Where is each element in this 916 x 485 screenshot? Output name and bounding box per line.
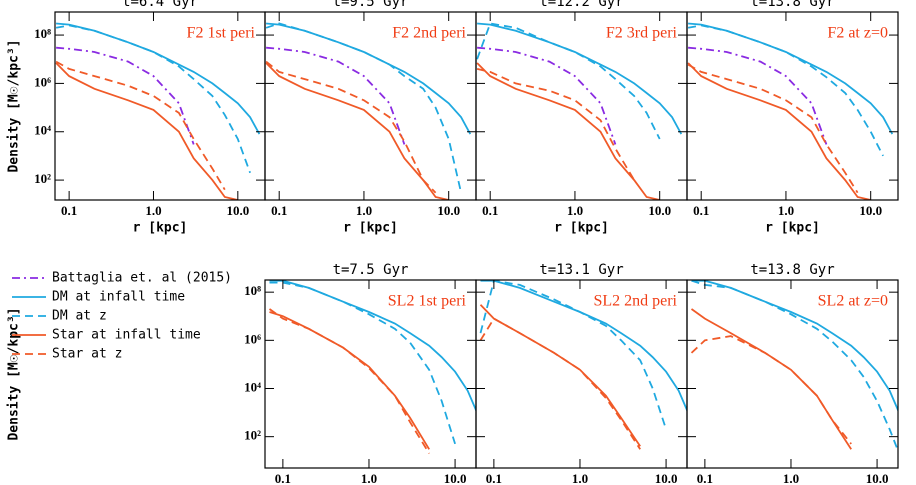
series-line	[691, 280, 898, 454]
x-axis-label: r [kpc]	[554, 221, 609, 236]
y-tick-label: 10⁴	[34, 123, 51, 138]
x-tick-label: 0.1	[486, 471, 502, 485]
annotation: SL2 1st peri	[388, 293, 467, 310]
series-line	[476, 62, 660, 200]
legend-label: DM at z	[52, 309, 107, 324]
y-tick-label: 10⁶	[244, 331, 261, 346]
series-line	[479, 280, 667, 430]
x-tick-label: 10.0	[655, 471, 678, 485]
x-tick-label: 0.1	[275, 471, 291, 485]
panel-title: t=13.1 Gyr	[539, 262, 623, 278]
panel-title: t=12.2 Gyr	[539, 0, 623, 10]
y-tick-label: 10⁴	[244, 379, 261, 394]
x-tick-label: 1.0	[567, 203, 583, 218]
x-axis-label: r [kpc]	[133, 221, 188, 236]
plot-area	[690, 280, 898, 454]
series-line	[687, 62, 871, 200]
series-line	[265, 22, 462, 193]
series-line	[688, 22, 894, 135]
series-line	[690, 335, 852, 445]
series-line	[477, 46, 617, 145]
x-axis-label: r [kpc]	[765, 221, 820, 236]
annotation: SL2 2nd peri	[593, 293, 677, 310]
plot-area	[476, 22, 683, 200]
series-line	[476, 68, 635, 181]
panel-frame	[686, 11, 899, 201]
x-tick-label: 1.0	[361, 471, 377, 485]
series-line	[269, 311, 430, 450]
legend-label: Battaglia et. al (2015)	[52, 271, 232, 286]
annotation: F2 3rd peri	[606, 25, 678, 42]
annotation: SL2 at z=0	[818, 293, 888, 310]
series-line	[265, 60, 437, 194]
x-tick-label: 1.0	[783, 471, 799, 485]
plot-area	[265, 22, 472, 200]
series-line	[269, 280, 476, 413]
x-tick-label: 10.0	[437, 203, 460, 218]
series-line	[266, 46, 406, 145]
series-line	[56, 46, 195, 145]
plot-area	[687, 22, 894, 200]
series-line	[56, 22, 261, 135]
y-tick-label: 10²	[244, 428, 261, 443]
series-line	[477, 22, 683, 135]
panel-title: t=13.8 Gyr	[750, 262, 834, 278]
legend-label: DM at infall time	[52, 290, 185, 305]
x-tick-label: 10.0	[226, 203, 249, 218]
series-line	[688, 46, 828, 145]
y-tick-label: 10²	[34, 171, 51, 186]
series-line	[265, 62, 449, 200]
x-tick-label: 0.1	[271, 203, 287, 218]
x-tick-label: 10.0	[866, 471, 889, 485]
y-axis-label: Density [M☉/kpc³]	[7, 307, 22, 440]
x-tick-label: 0.1	[697, 471, 713, 485]
series-line	[266, 22, 472, 135]
panel-title: t=13.8 Gyr	[750, 0, 834, 10]
x-tick-label: 1.0	[356, 203, 372, 218]
panel-frame	[686, 279, 899, 469]
panel-title: t=6.4 Gyr	[122, 0, 198, 10]
annotation: F2 2nd peri	[392, 25, 466, 42]
plot-area	[479, 280, 687, 450]
x-axis-label: r [kpc]	[343, 221, 398, 236]
plot-area	[268, 280, 476, 454]
x-tick-label: 10.0	[444, 471, 467, 485]
series-line	[476, 22, 661, 140]
x-tick-label: 0.1	[693, 203, 709, 218]
x-tick-label: 1.0	[572, 471, 588, 485]
x-tick-label: 0.1	[61, 203, 77, 218]
series-line	[55, 62, 239, 200]
x-tick-label: 1.0	[145, 203, 161, 218]
x-tick-label: 10.0	[648, 203, 671, 218]
series-line	[691, 280, 898, 413]
x-tick-label: 10.0	[859, 203, 882, 218]
series-line	[479, 317, 641, 450]
series-line	[55, 60, 226, 191]
series-line	[687, 63, 859, 194]
y-tick-label: 10⁸	[34, 26, 51, 41]
annotation: F2 1st peri	[187, 25, 256, 42]
x-tick-label: 1.0	[778, 203, 794, 218]
series-line	[480, 280, 687, 413]
series-line	[55, 24, 251, 174]
y-tick-label: 10⁸	[244, 283, 261, 298]
panel-title: t=7.5 Gyr	[333, 262, 409, 278]
series-line	[269, 281, 456, 445]
legend-label: Star at infall time	[52, 328, 201, 343]
y-axis-label: Density [M☉/kpc³]	[7, 39, 22, 172]
y-tick-label: 10⁶	[34, 74, 51, 89]
annotation: F2 at z=0	[827, 25, 888, 42]
panel-title: t=9.5 Gyr	[333, 0, 409, 10]
series-line	[687, 24, 884, 157]
plot-area	[55, 22, 261, 200]
legend-label: Star at z	[52, 347, 122, 362]
series-line	[479, 304, 641, 447]
x-tick-label: 0.1	[482, 203, 498, 218]
